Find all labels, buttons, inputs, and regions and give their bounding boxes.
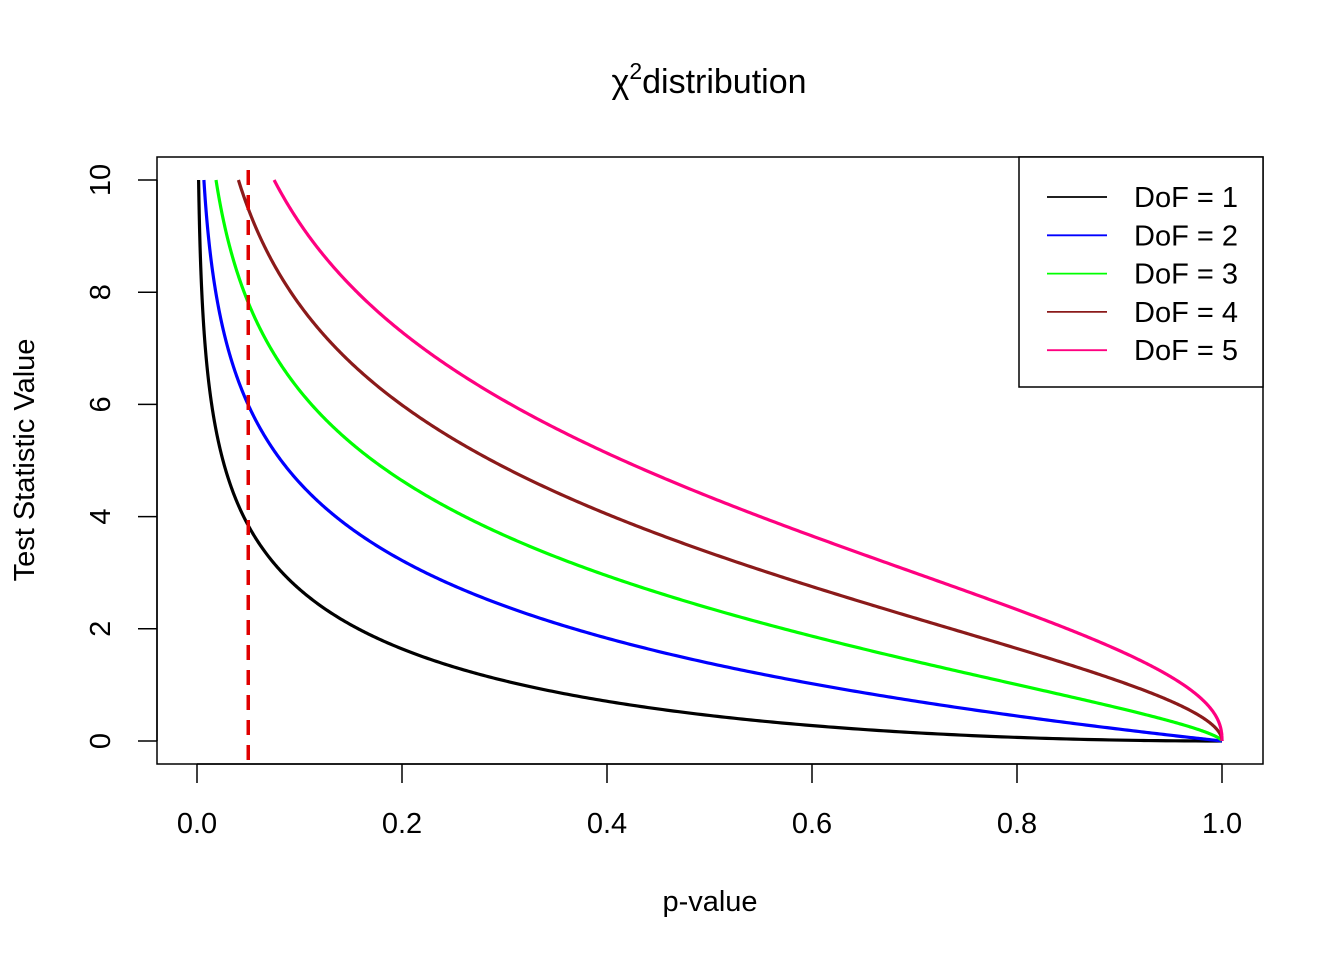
title-text: distribution xyxy=(642,63,806,101)
x-axis: 0.0 0.2 0.4 0.6 0.8 1.0 xyxy=(177,763,1242,840)
x-tick-label: 0.6 xyxy=(792,808,832,840)
title-symbol: χ xyxy=(611,63,629,101)
series-line-dof-4 xyxy=(236,179,1224,743)
y-tick-label: 2 xyxy=(85,621,117,637)
y-tick-label: 4 xyxy=(85,509,117,525)
series-layer xyxy=(197,179,1224,743)
y-tick-label: 8 xyxy=(85,284,117,300)
title-superscript: 2 xyxy=(629,58,642,84)
legend-label: DoF = 1 xyxy=(1134,182,1238,214)
legend-box xyxy=(1018,156,1264,388)
series-line-dof-5 xyxy=(272,179,1224,743)
legend-label: DoF = 4 xyxy=(1134,297,1238,329)
series-line-dof-2 xyxy=(202,179,1224,743)
x-tick-label: 1.0 xyxy=(1202,808,1242,840)
x-tick-label: 0.8 xyxy=(997,808,1037,840)
y-tick-label: 10 xyxy=(85,164,117,196)
y-tick-label: 0 xyxy=(85,733,117,749)
x-axis-label: p-value xyxy=(662,886,757,918)
legend-label: DoF = 3 xyxy=(1134,259,1238,291)
y-tick-label: 6 xyxy=(85,396,117,412)
x-tick-label: 0.2 xyxy=(382,808,422,840)
legend: DoF = 1 DoF = 2 DoF = 3 DoF = 4 DoF = 5 xyxy=(1018,156,1264,388)
legend-label: DoF = 2 xyxy=(1134,220,1238,252)
x-tick-label: 0.4 xyxy=(587,808,627,840)
series-line-dof-3 xyxy=(214,179,1224,743)
x-tick-label: 0.0 xyxy=(177,808,217,840)
y-axis-label: Test Statistic Value xyxy=(9,339,41,582)
legend-label: DoF = 5 xyxy=(1134,335,1238,367)
series-line-dof-1 xyxy=(197,179,1223,743)
chart-title: χ2distribution xyxy=(611,58,806,101)
y-axis: 0 2 4 6 8 10 xyxy=(85,164,158,749)
